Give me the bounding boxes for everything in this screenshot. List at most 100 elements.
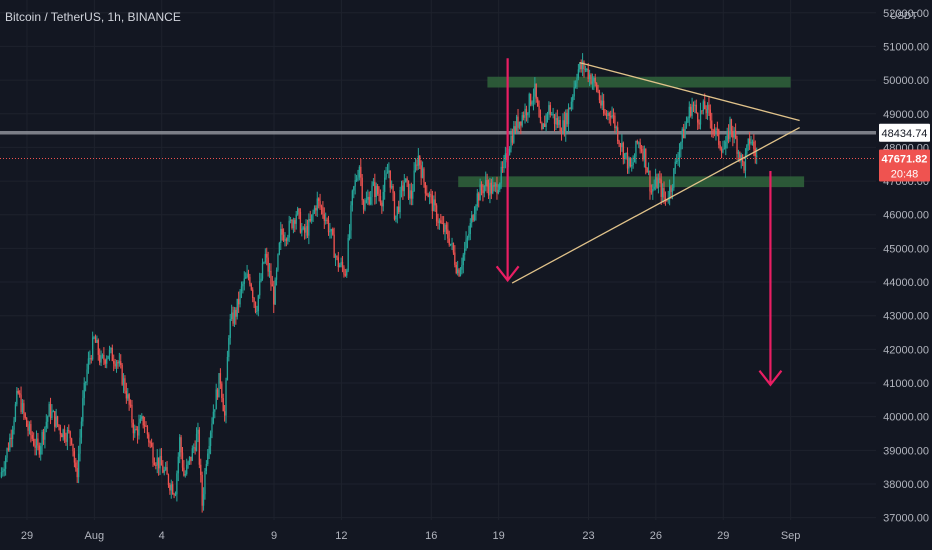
candle: [518, 121, 521, 130]
candle-body: [287, 237, 289, 241]
candle: [94, 334, 97, 343]
candle: [115, 359, 118, 373]
candle-body: [247, 273, 250, 278]
candle-body: [615, 127, 617, 129]
down-arrow: [495, 58, 520, 283]
candle: [487, 179, 490, 200]
candle-body: [313, 207, 316, 213]
time-axis[interactable]: 29 Aug 4 9 12 16 19 23 26 29 Sep: [0, 520, 876, 550]
candle: [708, 97, 710, 116]
candle: [674, 158, 676, 174]
candle-body: [145, 425, 147, 427]
price-tick-label: 37000.00: [883, 513, 929, 525]
candle-body: [646, 167, 648, 173]
candle: [741, 154, 744, 167]
candle: [201, 471, 203, 513]
candle-body: [591, 81, 594, 84]
candle: [348, 224, 351, 241]
candle-body: [534, 83, 536, 97]
candle-body: [511, 135, 514, 143]
candle: [184, 470, 186, 478]
candle-body: [181, 452, 184, 468]
candle-body: [221, 383, 223, 399]
price-axis[interactable]: 37000.00 38000.00 39000.00 40000.00 41000.00…: [876, 0, 932, 550]
candle: [306, 219, 309, 239]
candle: [361, 174, 363, 205]
candle-body: [464, 248, 466, 255]
candle: [58, 424, 60, 431]
candle-body: [668, 186, 671, 199]
candle-body: [218, 373, 220, 398]
candle-body: [47, 416, 49, 422]
candle-body: [435, 205, 438, 222]
candle: [134, 424, 136, 438]
candle: [593, 76, 595, 91]
candle: [14, 401, 17, 423]
candle-body: [270, 270, 272, 285]
candle-body: [670, 186, 672, 192]
candle-body: [143, 425, 146, 427]
candle-body: [264, 253, 266, 263]
candle-body: [239, 290, 241, 305]
candle: [287, 234, 289, 245]
candle: [643, 145, 646, 168]
candle: [511, 128, 514, 146]
candle-body: [441, 222, 443, 224]
candle-body: [462, 254, 464, 266]
candle: [246, 264, 248, 279]
candle-body: [527, 112, 529, 116]
candle: [459, 267, 462, 277]
candle: [517, 108, 519, 132]
candle: [369, 191, 372, 206]
candle: [367, 189, 369, 206]
candle-body: [538, 106, 540, 117]
candle: [539, 109, 542, 124]
candle: [647, 162, 650, 176]
candle: [697, 112, 699, 130]
candle: [289, 216, 292, 224]
candle: [600, 95, 602, 109]
candle-body: [382, 191, 384, 207]
candle-body: [729, 119, 731, 139]
candle-body: [628, 157, 630, 169]
candle-body: [149, 442, 151, 444]
candle: [191, 445, 193, 462]
candle: [277, 253, 279, 272]
candle-body: [275, 269, 278, 280]
candle-body: [117, 361, 119, 364]
candle: [122, 373, 125, 394]
candle: [125, 382, 127, 404]
candle-body: [186, 464, 188, 474]
candle-body: [138, 422, 140, 436]
candle-body: [170, 484, 172, 491]
candle-body: [326, 219, 328, 221]
candle: [563, 111, 565, 137]
candle-body: [702, 101, 704, 111]
candle: [174, 491, 177, 497]
candle: [452, 242, 455, 255]
time-tick-label: 4: [159, 530, 165, 542]
candle: [114, 358, 116, 369]
candle-body: [391, 186, 393, 188]
candle-body: [734, 130, 737, 139]
candle-body: [61, 434, 63, 438]
candle-body: [555, 118, 557, 125]
candle-body: [574, 83, 577, 87]
candle-body: [94, 337, 97, 343]
candle: [715, 127, 717, 141]
candle: [284, 232, 286, 247]
candle-body: [268, 270, 271, 272]
candle: [699, 102, 702, 130]
candle: [433, 195, 435, 212]
candle: [386, 163, 389, 174]
candle: [447, 222, 449, 243]
candle-body: [487, 186, 490, 196]
candle-body: [108, 349, 111, 356]
candle: [597, 84, 599, 94]
candle-body: [322, 207, 324, 215]
candle-body: [176, 473, 178, 495]
candle-body: [205, 463, 208, 472]
candle-body: [40, 446, 42, 455]
candle: [47, 415, 49, 429]
